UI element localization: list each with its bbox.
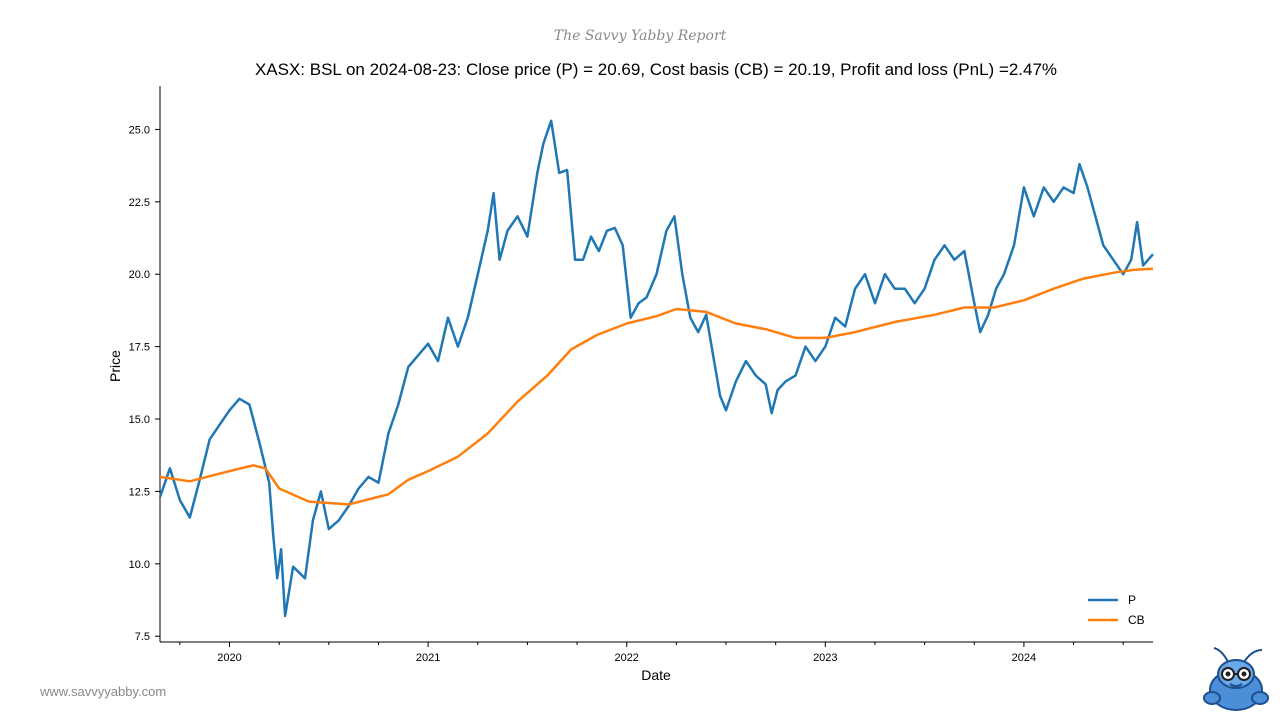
- x-axis-ticks: 2020 2021 2022 2023 2024: [179, 642, 1124, 664]
- y-tick-label: 10.0: [129, 559, 150, 571]
- series-layer: [158, 119, 1154, 618]
- legend-label-cb: CB: [1128, 613, 1145, 627]
- y-tick-label: 17.5: [129, 342, 150, 354]
- y-tick-label: 7.5: [135, 631, 150, 643]
- yabby-mascot-icon: [1203, 647, 1269, 711]
- y-tick-label: 25.0: [129, 124, 150, 136]
- chart-title: XASX: BSL on 2024-08-23: Close price (P)…: [254, 60, 1058, 79]
- y-tick-label: 22.5: [129, 197, 150, 209]
- x-axis-label: Date: [641, 667, 671, 683]
- x-tick-label: 2020: [217, 652, 241, 664]
- y-tick-label: 15.0: [129, 414, 150, 426]
- y-axis-label: Price: [107, 350, 123, 382]
- x-tick-label: 2022: [614, 652, 638, 664]
- x-tick-label: 2021: [416, 652, 440, 664]
- y-tick-label: 12.5: [129, 486, 150, 498]
- website-url: www.savvyyabby.com: [40, 684, 167, 699]
- legend: P CB: [1088, 593, 1145, 627]
- y-tick-label: 20.0: [129, 269, 150, 281]
- x-tick-label: 2023: [813, 652, 837, 664]
- x-tick-label: 2024: [1012, 652, 1036, 664]
- report-header: The Savvy Yabby Report: [553, 28, 727, 44]
- series-line-p: [158, 119, 1154, 618]
- series-line-cb: [159, 267, 1154, 506]
- legend-label-p: P: [1128, 593, 1136, 607]
- y-axis-ticks: 7.5 10.0 12.5 15.0 17.5 20.0 22.5 25.0: [129, 124, 160, 643]
